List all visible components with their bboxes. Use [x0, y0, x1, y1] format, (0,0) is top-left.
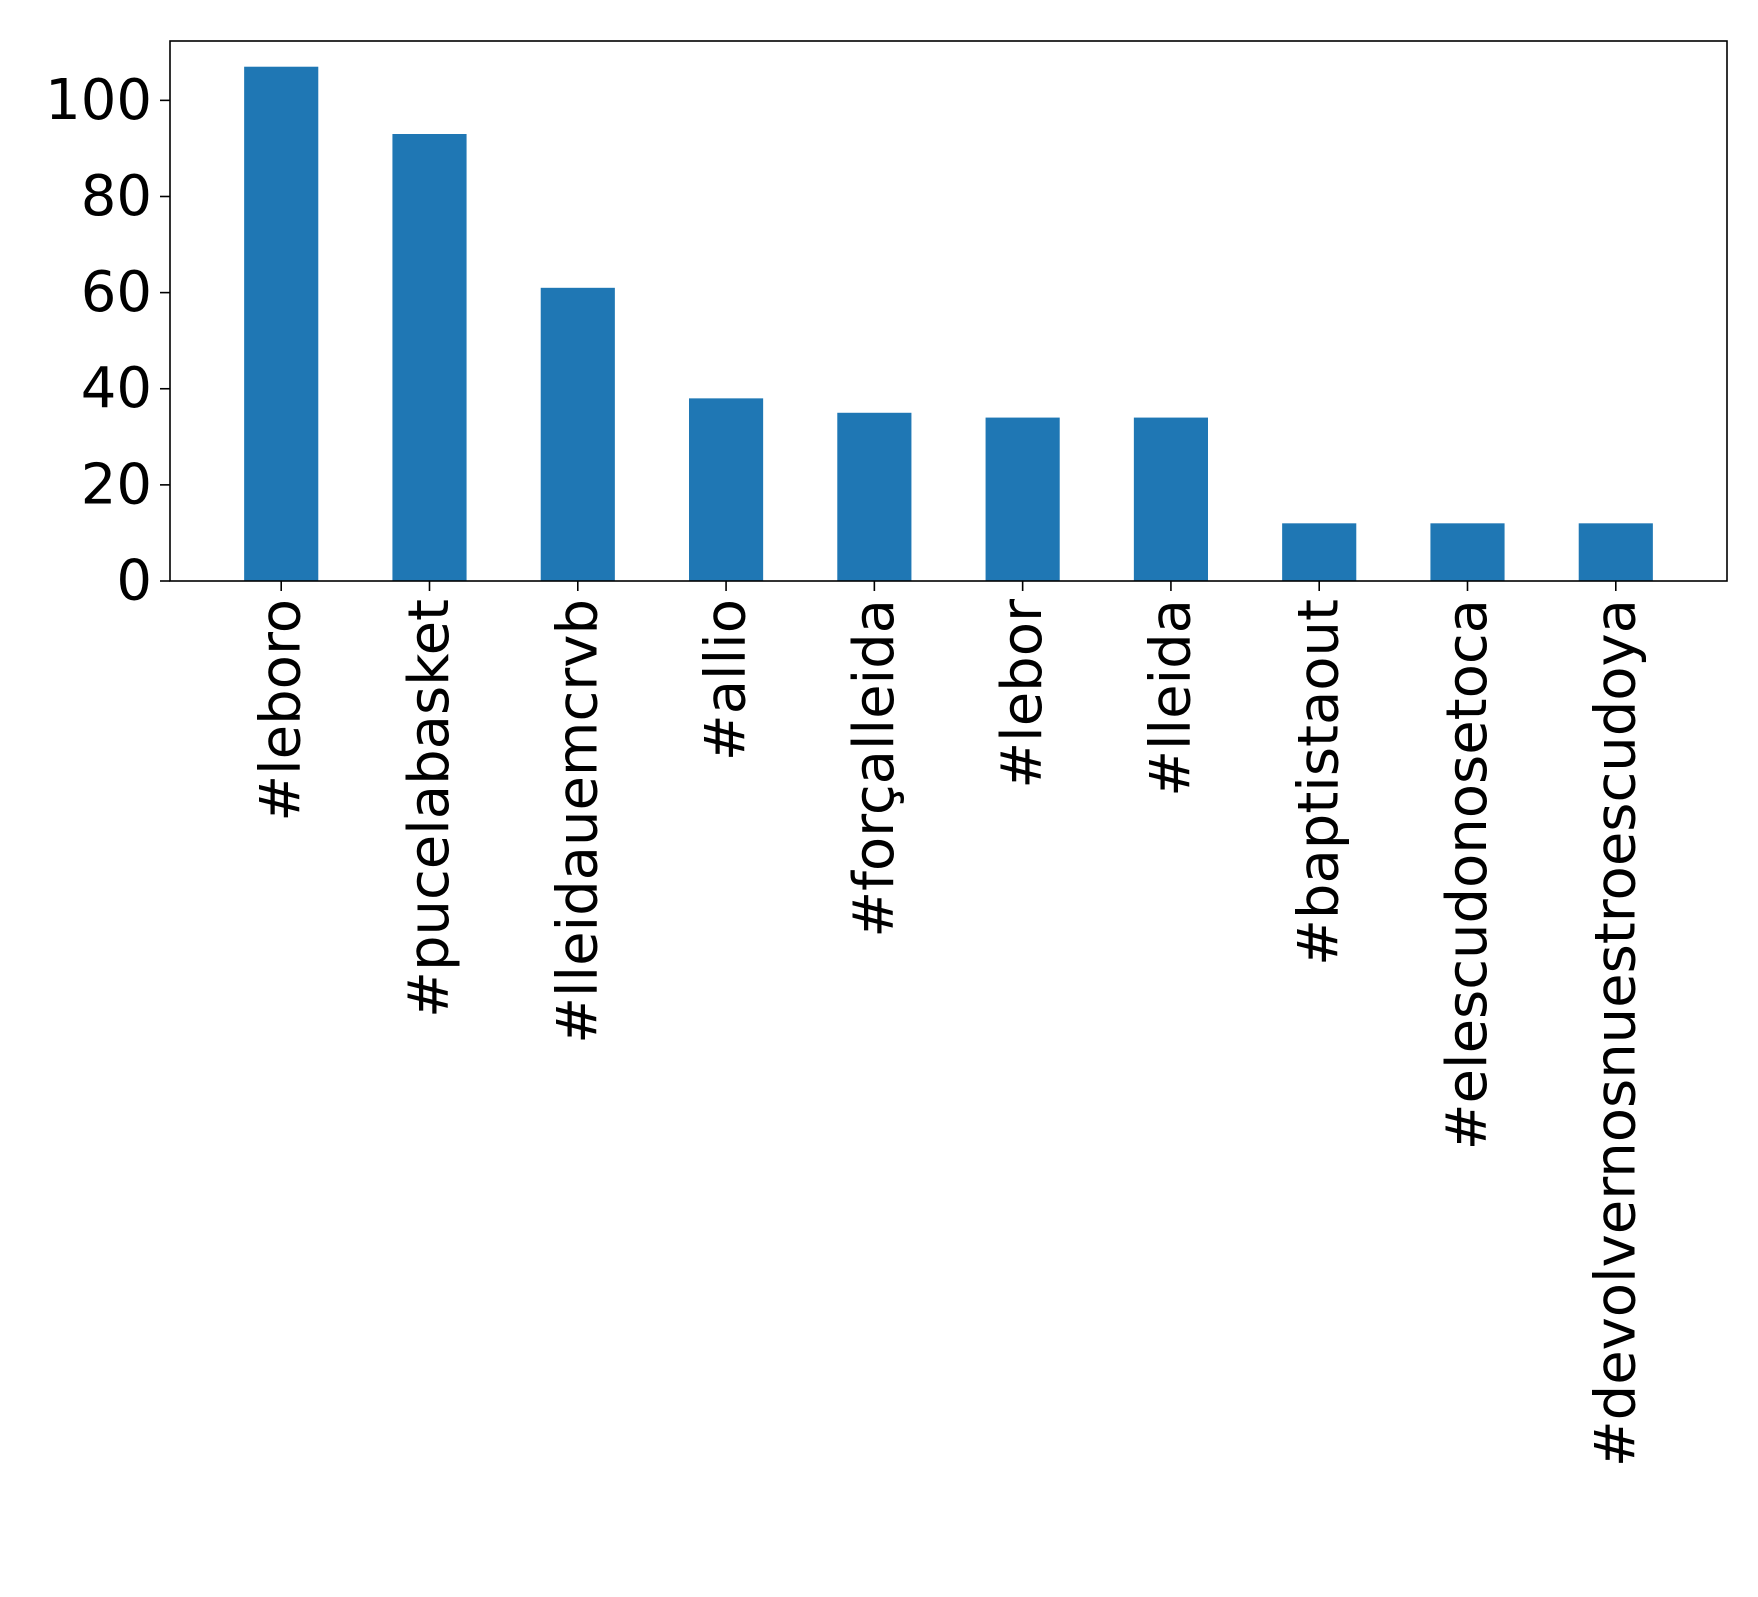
- bar-lebor: [985, 417, 1060, 581]
- y-tick-label: 20: [81, 452, 152, 517]
- bar-elescudonosetoca: [1430, 523, 1505, 581]
- x-tick-label: #leboro: [249, 599, 314, 822]
- y-tick-label: 60: [81, 260, 152, 325]
- y-tick-label: 40: [81, 356, 152, 421]
- y-tick-label: 100: [45, 68, 152, 133]
- bar-devolvernosnuestroescudoya: [1578, 523, 1653, 581]
- x-tick-label: #lebor: [990, 598, 1055, 789]
- bars-group: [244, 66, 1653, 581]
- bar-lleida: [1133, 417, 1208, 581]
- bar-baptistaout: [1282, 523, 1357, 581]
- y-tick-label: 0: [116, 549, 152, 614]
- x-tick-label: #pucelabasket: [397, 599, 462, 1018]
- plot-frame: [169, 40, 1728, 582]
- y-axis: 0 20 40 60 80 100: [45, 68, 170, 614]
- bar-forçalleida: [837, 412, 912, 581]
- x-tick-label: #baptistaout: [1287, 599, 1352, 966]
- x-tick-label: #allio: [694, 599, 759, 761]
- x-tick-label: #lleidauemcrvb: [545, 599, 610, 1044]
- x-tick-label: #elescudonosetoca: [1435, 599, 1500, 1150]
- x-tick-label: #forçalleida: [842, 599, 907, 938]
- x-axis: #leboro #pucelabasket #lleidauemcrvb #allio…: [249, 581, 1648, 1467]
- bar-lleidauemcrvb: [540, 287, 615, 581]
- bar-allio: [689, 398, 764, 581]
- x-tick-label: #devolvernosnuestroescudoya: [1583, 599, 1648, 1467]
- bar-pucelabasket: [392, 134, 467, 581]
- y-tick-label: 80: [81, 164, 152, 229]
- bar-leboro: [244, 66, 319, 581]
- x-tick-label: #lleida: [1138, 599, 1203, 797]
